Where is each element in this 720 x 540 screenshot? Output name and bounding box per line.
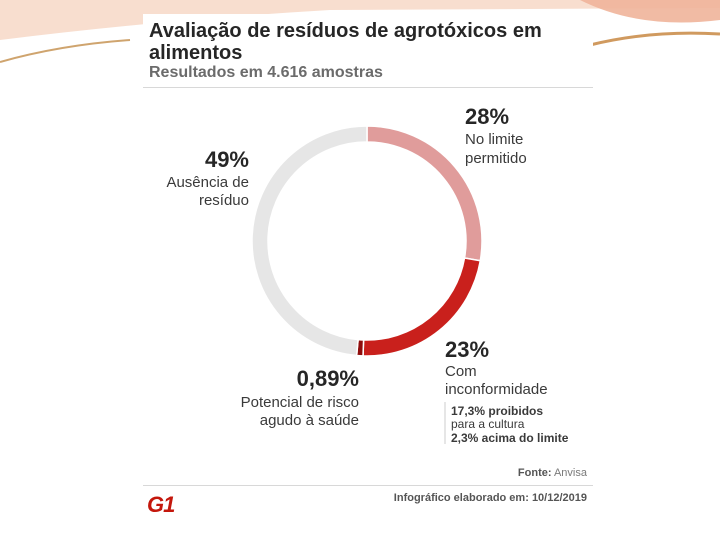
label-nonconform-note1: 17,3% proibidos — [451, 404, 543, 418]
label-risk-line1: Potencial de risco — [241, 394, 359, 411]
credit-label: Infográfico elaborado em: — [393, 492, 529, 504]
label-nonconform-pct: 23% — [445, 337, 489, 362]
source-label: Fonte: — [517, 467, 552, 479]
donut-slices — [251, 125, 483, 357]
donut-chart: 28% No limite permitido 49% Ausência de … — [166, 104, 569, 445]
credit-note: Infográfico elaborado em: 10/12/2019 — [394, 492, 587, 504]
label-risk-line2: agudo à saúde — [260, 412, 359, 429]
label-nonconform-line2: inconformidade — [445, 381, 548, 398]
credit-value: 10/12/2019 — [531, 492, 587, 504]
label-absence-line2: resíduo — [199, 192, 249, 209]
source-value: Anvisa — [553, 467, 587, 479]
label-limit-line2: permitido — [465, 150, 527, 167]
source-note: Fonte: Anvisa — [518, 467, 587, 479]
g1-logo: G1 — [147, 492, 175, 514]
label-limit-line1: No limite — [465, 131, 523, 148]
donut-slice-absence — [251, 125, 368, 357]
slide-decoration — [0, 0, 720, 63]
label-limit-pct: 28% — [465, 104, 509, 129]
chart-subtitle: Resultados em 4.616 amostras — [149, 64, 383, 81]
label-risk-pct: 0,89% — [297, 366, 359, 391]
divider-top — [143, 87, 593, 88]
label-nonconform-note2: para a cultura — [451, 417, 525, 431]
divider-bottom — [143, 485, 593, 486]
label-absence-pct: 49% — [205, 147, 249, 172]
label-nonconform-note3: 2,3% acima do limite — [451, 431, 569, 445]
label-absence-line1: Ausência de — [166, 174, 249, 191]
infographic-card: Avaliação de resíduos de agrotóxicos em … — [143, 14, 593, 514]
label-nonconform-line1: Com — [445, 363, 477, 380]
chart-title: Avaliação de resíduos de agrotóxicos em … — [149, 20, 542, 64]
